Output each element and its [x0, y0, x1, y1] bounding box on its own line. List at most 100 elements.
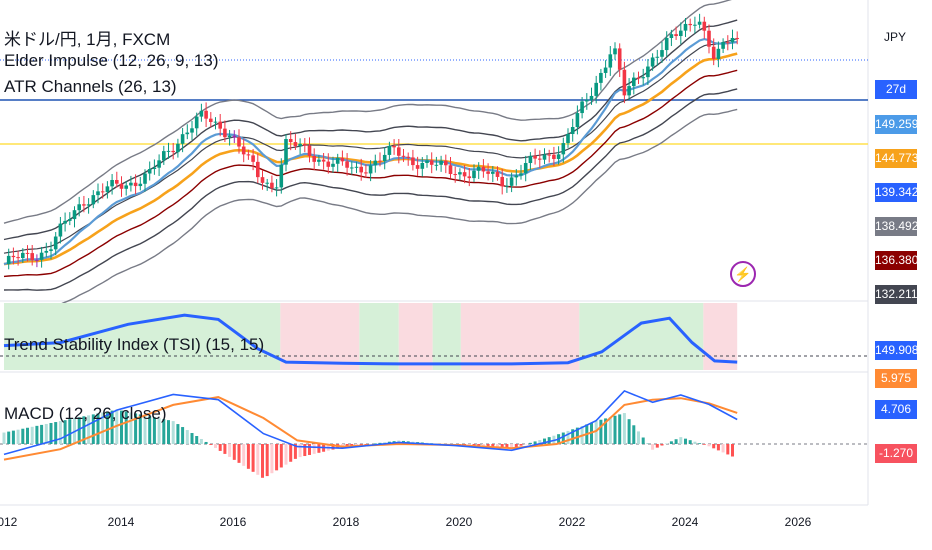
macd-histogram-bar [731, 444, 734, 456]
macd-histogram-bar [35, 426, 38, 444]
candle-body [604, 68, 608, 73]
macd-histogram-bar [722, 444, 725, 452]
legend-macd[interactable]: MACD (12, 26, close) [4, 404, 167, 424]
macd-histogram-bar [186, 430, 189, 444]
macd-histogram-bar [256, 444, 259, 475]
candle-body [444, 161, 448, 165]
candle-body [45, 251, 49, 253]
candle-body [233, 136, 237, 138]
candle-body [280, 165, 284, 188]
candle-body [594, 83, 598, 96]
macd-histogram-bar [698, 443, 701, 444]
candle-body [218, 122, 222, 129]
candle-body [463, 172, 467, 176]
candle-body [637, 78, 641, 79]
x-tick-2014: 2014 [108, 515, 135, 529]
legend-atr-channels[interactable]: ATR Channels (26, 13) [4, 77, 177, 97]
macd-histogram-bar [3, 433, 6, 444]
candle-body [186, 133, 190, 135]
candle-body [726, 42, 730, 43]
candle-body [632, 78, 636, 86]
macd-histogram-bar [247, 444, 250, 469]
candle-body [698, 22, 702, 25]
macd-histogram-bar [228, 444, 231, 457]
atr-band-lower-2 [4, 89, 737, 290]
macd-histogram-bar [703, 444, 706, 445]
candle-body [284, 139, 288, 165]
candle-body [247, 154, 251, 155]
candle-body [688, 24, 692, 25]
candle-body [82, 204, 86, 205]
candle-body [87, 204, 91, 205]
macd-histogram-bar [303, 444, 306, 456]
x-tick-2016: 2016 [220, 515, 247, 529]
candle-body [406, 157, 410, 158]
candle-body [115, 180, 119, 184]
macd-histogram-bar [642, 438, 645, 444]
macd-histogram-bar [31, 427, 34, 444]
price-box-ema-fast: 149.259 [875, 115, 917, 134]
legend-elder-impulse[interactable]: Elder Impulse (12, 26, 9, 13) [4, 51, 219, 71]
macd-histogram-bar [665, 443, 668, 444]
candle-body [515, 176, 519, 178]
macd-histogram-bar [308, 444, 311, 455]
macd-histogram-bar [567, 431, 570, 444]
candle-body [609, 54, 613, 67]
candle-body [585, 100, 589, 102]
candle-body [392, 146, 396, 147]
candle-body [359, 167, 363, 173]
candle-body [153, 168, 157, 169]
candle-body [77, 204, 81, 210]
candle-body [129, 183, 133, 186]
candle-body [421, 163, 425, 169]
candle-body [519, 173, 523, 175]
price-box-level: 139.342 [875, 183, 917, 202]
candle-body [439, 161, 443, 165]
macd-histogram-bar [618, 414, 621, 444]
candle-body [190, 128, 194, 132]
candle-body [425, 160, 429, 163]
candle-body [651, 57, 655, 66]
candle-body [322, 160, 326, 162]
macd-histogram-bar [689, 440, 692, 444]
candle-body [331, 164, 335, 167]
macd-histogram-bar [684, 439, 687, 444]
candle-body [660, 50, 664, 57]
candle-body [552, 155, 556, 159]
macd-histogram-bar [520, 444, 523, 446]
candle-body [590, 96, 594, 100]
candle-body [411, 157, 415, 165]
candle-body [707, 31, 711, 47]
candle-body [341, 158, 345, 162]
legend-tsi[interactable]: Trend Stability Index (TSI) (15, 15) [4, 335, 264, 355]
macd-histogram-bar [252, 444, 255, 472]
candle-body [684, 24, 688, 31]
candle-body [491, 172, 495, 174]
lightning-icon[interactable]: ⚡ [730, 261, 756, 287]
candle-body [543, 155, 547, 160]
candle-body [35, 260, 39, 261]
candle-body [618, 48, 622, 69]
macd-histogram-bar [176, 424, 179, 444]
candle-body [435, 165, 439, 166]
currency-label: JPY [884, 30, 906, 44]
price-box-macd: 4.706 [875, 400, 917, 419]
candle-body [735, 38, 739, 39]
legend-symbol[interactable]: 米ドル/円, 1月, FXCM [4, 25, 170, 50]
price-box-tsi: 149.908 [875, 341, 917, 360]
macd-histogram-bar [614, 416, 617, 444]
x-tick-2026: 2026 [785, 515, 812, 529]
candle-body [298, 144, 302, 146]
candle-body [350, 167, 354, 168]
candle-body [468, 176, 472, 178]
candle-body [242, 147, 246, 155]
macd-histogram-bar [637, 431, 640, 444]
macd-histogram-bar [708, 444, 711, 446]
macd-histogram-bar [266, 444, 269, 476]
candle-body [449, 165, 453, 174]
macd-histogram-bar [534, 441, 537, 444]
price-box-band-dark: 136.380 [875, 251, 917, 270]
tsi-region-down [280, 303, 359, 370]
candle-body [63, 221, 67, 224]
macd-histogram-bar [609, 417, 612, 444]
